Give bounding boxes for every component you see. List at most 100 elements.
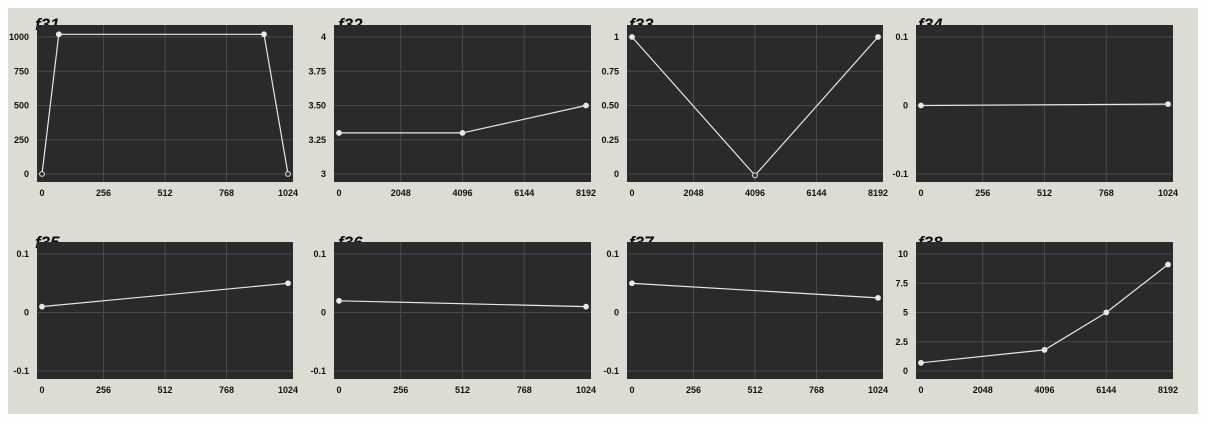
f31-ytick-label-4: 1000 [9,32,29,42]
f37-xtick-label-3: 768 [809,385,824,395]
f35-xtick-label-4: 1024 [278,385,298,395]
f32-ytick-label-4: 4 [321,32,326,42]
f38-point-1[interactable] [1041,347,1048,353]
f35-series-line [41,282,289,308]
f34-series-line [920,103,1169,107]
f34-xtick-label-4: 1024 [1158,188,1178,198]
f31-ytick-label-1: 250 [14,135,29,145]
f37-series-line [631,282,879,299]
f34-xtick-label-0: 0 [918,188,923,198]
f36-ytick-label-1: 0 [321,308,326,318]
f31-ytick-label-0: 0 [24,169,29,179]
f37-xtick-label-4: 1024 [868,385,888,395]
f37-xtick-label-2: 512 [747,385,762,395]
f38-point-3[interactable] [1165,261,1171,268]
f33-ytick-label-2: 0.50 [601,101,619,111]
f32-ytick-label-2: 3.50 [308,101,326,111]
f31-xtick-label-3: 768 [219,188,234,198]
f34-point-0[interactable] [918,102,924,109]
f34-xtick-label-3: 768 [1099,188,1114,198]
f31-ytick-label-3: 750 [14,66,29,76]
f31-point-1[interactable] [55,31,62,38]
f37-ytick-label-0: -0.1 [603,366,619,376]
f35-ytick-label-0: -0.1 [13,366,29,376]
f33-xtick-label-1: 2048 [683,188,703,198]
f36-point-1[interactable] [583,303,589,310]
f31-series-line [41,33,289,175]
f38-xtick-label-3: 6144 [1096,385,1116,395]
f33-point-1[interactable] [752,172,758,179]
f38-ytick-label-1: 2.5 [895,337,908,347]
f38-xtick-label-0: 0 [918,385,923,395]
f37-xtick-label-0: 0 [629,385,634,395]
f32-point-2[interactable] [583,102,589,109]
f32-point-0[interactable] [336,130,342,136]
f36-xtick-label-2: 512 [455,385,470,395]
f37-point-0[interactable] [629,280,635,287]
f38-series-line [920,264,1169,364]
f36-series-line [338,300,587,308]
f35-point-0[interactable] [39,303,45,310]
f38-point-0[interactable] [918,359,924,366]
f34-ytick-label-1: 0 [903,101,908,111]
f32-xtick-label-1: 2048 [391,188,411,198]
f34-ytick-label-2: 0.1 [895,32,908,42]
f38-ytick-label-4: 10 [898,249,908,259]
f32-ytick-label-0: 3 [321,169,326,179]
f37-xtick-label-1: 256 [686,385,701,395]
f36-xtick-label-3: 768 [517,385,532,395]
f33-xtick-label-4: 8192 [868,188,888,198]
f36-ytick-label-2: 0.1 [313,249,326,259]
f38-xtick-label-1: 2048 [973,385,993,395]
f32-xtick-label-2: 4096 [452,188,472,198]
f33-ytick-label-3: 0.75 [601,66,619,76]
f33-ytick-label-1: 0.25 [601,135,619,145]
f33-ytick-label-4: 1 [614,32,619,42]
f38-point-2[interactable] [1103,309,1110,316]
f34-xtick-label-1: 256 [975,188,990,198]
f32-xtick-label-3: 6144 [514,188,534,198]
f38-ytick-label-0: 0 [903,366,908,376]
f33-xtick-label-0: 0 [629,188,634,198]
f36-xtick-label-0: 0 [336,385,341,395]
f35-ytick-label-1: 0 [24,308,29,318]
f34-ytick-label-0: -0.1 [892,169,908,179]
f32-xtick-label-0: 0 [336,188,341,198]
f35-xtick-label-0: 0 [39,385,44,395]
f32-ytick-label-1: 3.25 [308,135,326,145]
f38-ytick-label-2: 5 [903,308,908,318]
f38-ytick-label-3: 7.5 [895,278,908,288]
f37-ytick-label-1: 0 [614,308,619,318]
f33-ytick-label-0: 0 [614,169,619,179]
envelope-panel: f31 0 256 512 768 1024 0 250 500 750 1000 f32 0 2048 4… [8,8,1198,414]
f35-xtick-label-3: 768 [219,385,234,395]
f35-xtick-label-1: 256 [96,385,111,395]
f31-point-2[interactable] [261,31,267,38]
f32-xtick-label-4: 8192 [576,188,596,198]
f36-xtick-label-1: 256 [393,385,408,395]
f37-ytick-label-2: 0.1 [606,249,619,259]
f32-point-1[interactable] [459,130,466,136]
f36-point-0[interactable] [336,297,342,304]
f36-ytick-label-0: -0.1 [310,366,326,376]
f31-xtick-label-2: 512 [157,188,172,198]
f31-point-0[interactable] [39,171,45,177]
f34-xtick-label-2: 512 [1037,188,1052,198]
f37-point-1[interactable] [875,294,881,301]
f32-ytick-label-3: 3.75 [308,66,326,76]
f35-ytick-label-2: 0.1 [16,249,29,259]
f34-point-1[interactable] [1165,101,1171,108]
f35-xtick-label-2: 512 [157,385,172,395]
f35-point-1[interactable] [285,280,291,287]
f33-xtick-label-3: 6144 [806,188,826,198]
f33-point-0[interactable] [629,34,635,40]
f31-point-3[interactable] [285,171,291,177]
f31-xtick-label-4: 1024 [278,188,298,198]
f36-xtick-label-4: 1024 [576,385,596,395]
f33-point-2[interactable] [875,34,881,40]
f38-xtick-label-4: 8192 [1158,385,1178,395]
f31-ytick-label-2: 500 [14,101,29,111]
f38-xtick-label-2: 4096 [1034,385,1054,395]
f31-xtick-label-1: 256 [96,188,111,198]
